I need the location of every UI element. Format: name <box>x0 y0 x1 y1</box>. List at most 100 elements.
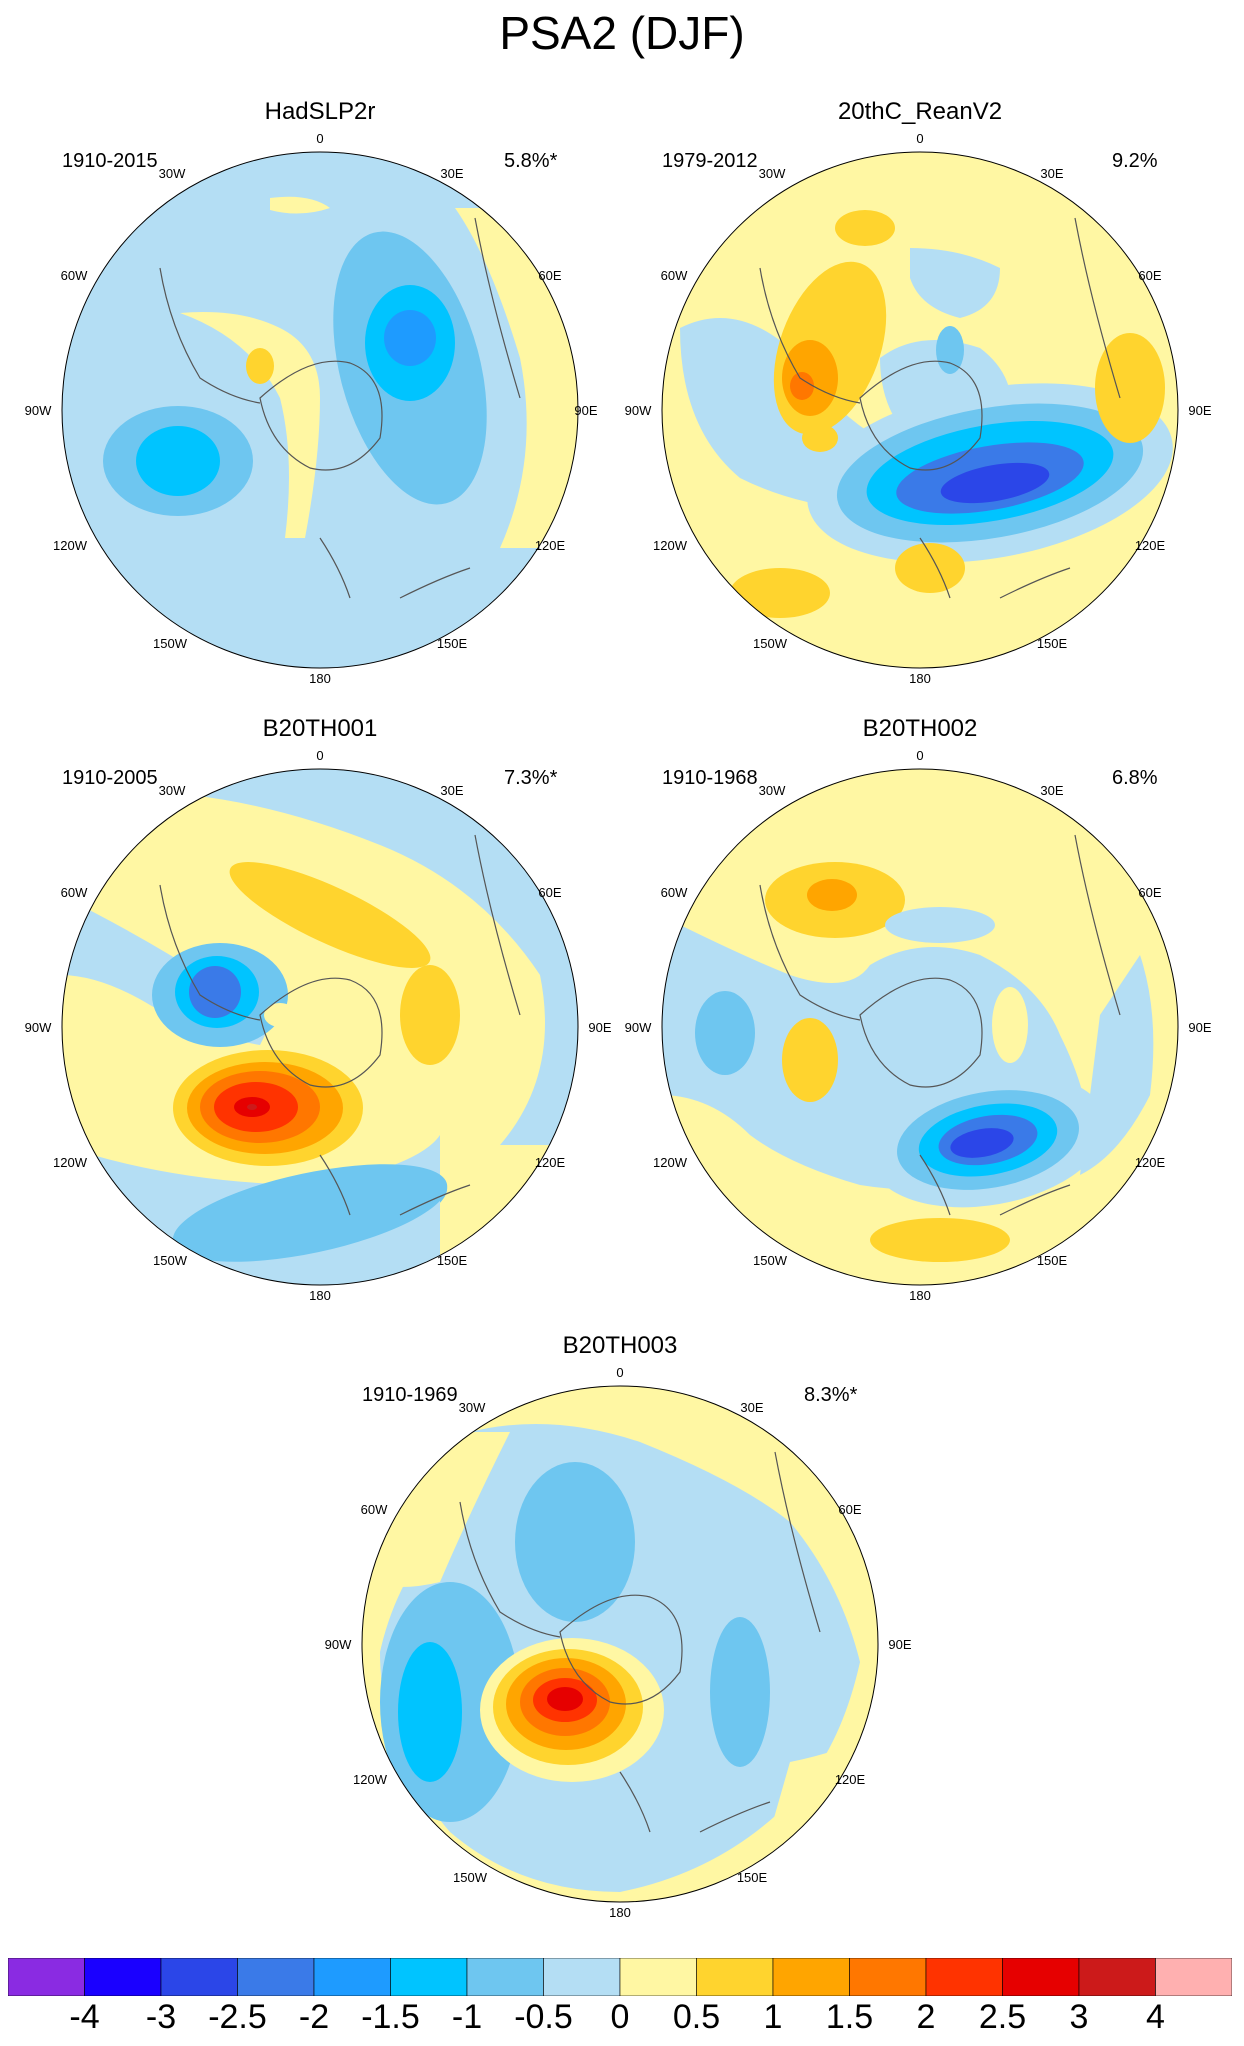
lon-label-90w: 90W <box>325 1637 352 1652</box>
lon-label-30w: 30W <box>159 783 186 798</box>
lon-label-60e: 60E <box>1138 885 1161 900</box>
lon-label-180: 180 <box>309 1288 331 1303</box>
lon-label-120e: 120E <box>535 538 566 553</box>
lon-label-30e: 30E <box>440 166 463 181</box>
lon-label-120w: 120W <box>353 1772 388 1787</box>
colorbar-tick-label: 2 <box>916 1998 936 2036</box>
panel-hadslp2r: HadSLP2r 1910-2015 5.8%* 0 30E 60E 90E 1… <box>20 98 620 718</box>
panel-title: B20TH001 <box>262 715 378 742</box>
panel-title: 20thC_ReanV2 <box>837 98 1003 125</box>
lon-label-180: 180 <box>909 1288 931 1303</box>
colorbar-swatch <box>8 1958 85 1996</box>
polar-map: 0 30E 60E 90E 120E 150E 180 150W 120W 90… <box>25 131 598 686</box>
polar-map: 0 30E 60E 90E 120E 150E 180 150W 120W 90… <box>625 748 1212 1303</box>
lon-label-150e: 150E <box>437 636 468 651</box>
lon-label-120w: 120W <box>653 538 688 553</box>
panel-b20th001: B20TH001 1910-2005 7.3%* <box>20 715 620 1335</box>
polar-map: 0 30E 60E 90E 120E 150E 180 150W 120W 90… <box>625 131 1212 686</box>
panel-20thc-reanv2: 20thC_ReanV2 1979-2012 9.2% <box>620 98 1220 718</box>
variance-label: 6.8% <box>1112 767 1158 789</box>
panel-b20th002: B20TH002 1910-1968 6.8% 0 30E 60E <box>620 715 1220 1335</box>
colorbar-swatch <box>313 1958 391 1996</box>
colorbar-swatch <box>619 1958 697 1996</box>
lon-label-90w: 90W <box>25 403 52 418</box>
panel-b20th003: B20TH003 1910-1969 8.3%* 0 30E 60E 90E <box>320 1332 920 1952</box>
colorbar-swatch <box>466 1958 544 1996</box>
lon-label-150e: 150E <box>1037 1253 1068 1268</box>
lon-label-90e: 90E <box>1188 403 1211 418</box>
lon-label-0: 0 <box>616 1365 623 1380</box>
lon-label-60w: 60W <box>61 268 88 283</box>
lon-label-120e: 120E <box>835 1772 866 1787</box>
panel-title: B20TH003 <box>562 1332 678 1359</box>
lon-label-30e: 30E <box>440 783 463 798</box>
lon-label-30e: 30E <box>1040 166 1063 181</box>
variance-label: 5.8%* <box>504 150 558 172</box>
lon-label-30w: 30W <box>159 166 186 181</box>
variance-label: 8.3%* <box>804 1384 858 1406</box>
lon-label-180: 180 <box>309 671 331 686</box>
lon-label-90e: 90E <box>588 1020 611 1035</box>
colorbar-swatch <box>772 1958 850 1996</box>
colorbar-tick-label: -0.5 <box>514 1998 573 2036</box>
colorbar-tick-label: 2.5 <box>978 1998 1027 2036</box>
colorbar-swatch <box>390 1958 468 1996</box>
colorbar-tick-label: 1 <box>763 1998 783 2036</box>
colorbar-tick-label: -1 <box>451 1998 483 2036</box>
lon-label-180: 180 <box>909 671 931 686</box>
lon-label-30e: 30E <box>740 1400 763 1415</box>
lon-label-60e: 60E <box>838 1502 861 1517</box>
colorbar-swatch <box>1155 1958 1232 1996</box>
lon-label-120e: 120E <box>1135 1155 1166 1170</box>
lon-label-90w: 90W <box>625 1020 652 1035</box>
lon-label-0: 0 <box>316 131 323 146</box>
colorbar-swatch <box>543 1958 621 1996</box>
lon-label-150e: 150E <box>1037 636 1068 651</box>
lon-label-150e: 150E <box>437 1253 468 1268</box>
lon-label-120w: 120W <box>653 1155 688 1170</box>
polar-map: 0 30E 60E 90E 120E 150E 180 150W 120W 90… <box>325 1365 912 1920</box>
lon-label-150w: 150W <box>453 1870 488 1885</box>
colorbar-tick-labels: -4 -3 -2.5 -2 -1.5 -1 -0.5 0 0.5 1 1.5 2 2.5 3 4 <box>0 1998 1244 2042</box>
lon-label-120e: 120E <box>1135 538 1166 553</box>
lon-label-150w: 150W <box>153 1253 188 1268</box>
variance-label: 7.3%* <box>504 767 558 789</box>
polar-map: 0 30E 60E 90E 120E 150E 180 150W 120W 90… <box>25 748 612 1303</box>
colorbar-tick-label: 4 <box>1146 1998 1165 2036</box>
lon-label-60w: 60W <box>61 885 88 900</box>
panel-title: B20TH002 <box>862 715 978 742</box>
lon-label-90e: 90E <box>574 403 597 418</box>
figure-title: PSA2 (DJF) <box>499 7 745 59</box>
lon-label-150w: 150W <box>153 636 188 651</box>
colorbar-tick-label: -3 <box>145 1998 177 2036</box>
colorbar-swatch <box>925 1958 1003 1996</box>
lon-label-90e: 90E <box>888 1637 911 1652</box>
lon-label-0: 0 <box>316 748 323 763</box>
colorbar-swatch <box>160 1958 238 1996</box>
lon-label-150w: 150W <box>753 636 788 651</box>
variance-label: 9.2% <box>1112 150 1158 172</box>
period-label: 1910-1969 <box>362 1384 458 1406</box>
lon-label-60e: 60E <box>538 268 561 283</box>
colorbar-swatch <box>696 1958 774 1996</box>
lon-label-30w: 30W <box>759 166 786 181</box>
period-label: 1910-1968 <box>662 767 758 789</box>
lon-label-150e: 150E <box>737 1870 768 1885</box>
lon-label-60w: 60W <box>661 885 688 900</box>
lon-label-60w: 60W <box>361 1502 388 1517</box>
lon-label-30w: 30W <box>459 1400 486 1415</box>
lon-label-0: 0 <box>916 748 923 763</box>
colorbar-tick-label: -1.5 <box>361 1998 420 2036</box>
colorbar-swatch <box>849 1958 927 1996</box>
lon-label-60e: 60E <box>538 885 561 900</box>
colorbar-swatch <box>1078 1958 1156 1996</box>
colorbar-tick-label: 1.5 <box>825 1998 874 2036</box>
lon-label-120w: 120W <box>53 538 88 553</box>
lon-label-90e: 90E <box>1188 1020 1211 1035</box>
lon-label-60w: 60W <box>661 268 688 283</box>
period-label: 1910-2005 <box>62 767 158 789</box>
lon-label-150w: 150W <box>753 1253 788 1268</box>
colorbar-tick-label: 0 <box>610 1998 630 2036</box>
lon-label-90w: 90W <box>25 1020 52 1035</box>
lon-label-90w: 90W <box>625 403 652 418</box>
